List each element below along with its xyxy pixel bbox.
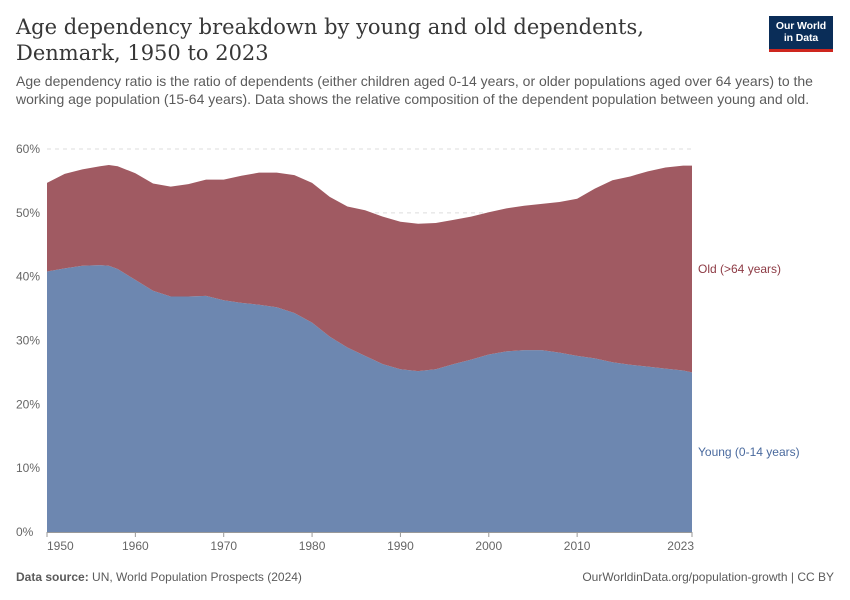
old-area xyxy=(47,164,692,373)
x-tick-label: 2010 xyxy=(564,539,591,553)
area-layer xyxy=(47,164,692,532)
young-area xyxy=(47,265,692,532)
y-tick-label: 30% xyxy=(16,334,40,348)
series-label-old: Old (>64 years) xyxy=(698,262,781,276)
source-text: UN, World Population Prospects (2024) xyxy=(92,570,302,584)
x-tick-label: 2000 xyxy=(475,539,502,553)
y-tick-label: 0% xyxy=(16,525,34,539)
x-tick-label: 1960 xyxy=(122,539,149,553)
x-tick-label: 1980 xyxy=(299,539,326,553)
source-label: Data source: xyxy=(16,570,89,584)
chart-subtitle: Age dependency ratio is the ratio of dep… xyxy=(16,73,813,107)
x-tick-label: 1950 xyxy=(47,539,74,553)
owid-logo[interactable]: Our World in Data xyxy=(769,16,833,52)
y-tick-label: 20% xyxy=(16,397,40,411)
axis-layer: 0% 10% 20% 30% 40% 50% 60% 1950 1960 1970 1980 1990… xyxy=(16,142,694,553)
x-tick-label: 1970 xyxy=(210,539,237,553)
x-tick-label: 2023 xyxy=(667,539,694,553)
footer-credit[interactable]: OurWorldinData.org/population-growth | C… xyxy=(582,570,834,584)
logo-line-1: Our World xyxy=(775,20,827,32)
label-layer: Old (>64 years) Young (0-14 years) xyxy=(698,262,800,459)
logo-line-2: in Data xyxy=(783,32,819,44)
y-tick-label: 60% xyxy=(16,142,40,156)
chart-title: Age dependency breakdown by young and ol… xyxy=(16,15,644,65)
x-tick-label: 1990 xyxy=(387,539,414,553)
y-tick-label: 50% xyxy=(16,206,40,220)
series-label-young: Young (0-14 years) xyxy=(698,445,800,459)
y-tick-label: 10% xyxy=(16,461,40,475)
y-tick-label: 40% xyxy=(16,270,40,284)
footer-source: Data source: UN, World Population Prospe… xyxy=(16,570,302,584)
